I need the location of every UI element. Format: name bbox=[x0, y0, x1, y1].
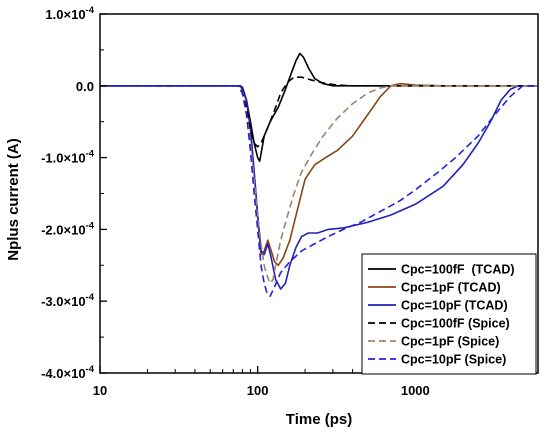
legend-box bbox=[361, 253, 537, 375]
series-line-5 bbox=[100, 85, 538, 285]
legend-label: Cpc=10pF (TCAD) bbox=[401, 299, 508, 313]
y-tick-label: -2.0×10-4 bbox=[41, 220, 95, 237]
x-tick-label: 100 bbox=[247, 383, 269, 398]
y-tick-label: 0.0 bbox=[76, 79, 94, 94]
x-tick-label: 1000 bbox=[401, 383, 430, 398]
x-axis-title: Time (ps) bbox=[286, 411, 352, 428]
legend-label: Cpc=10pF (Spice) bbox=[401, 353, 506, 367]
series-line-6 bbox=[100, 85, 538, 297]
legend-label: Cpc=1pF (TCAD) bbox=[401, 281, 501, 295]
axes: 10 100 1000 1.0×10-4 0.0 -1.0×10-4 -2.0×10-4 -3… bbox=[41, 5, 539, 398]
legend: Cpc=100fF (TCAD) Cpc=1pF (TCAD) Cpc=10pF (… bbox=[361, 253, 537, 375]
series-line-2 bbox=[100, 82, 538, 267]
legend-label: Cpc=1pF (Spice) bbox=[401, 335, 499, 349]
y-tick-label: -3.0×10-4 bbox=[41, 292, 95, 309]
series-line-1 bbox=[100, 52, 538, 162]
y-tick-label: -1.0×10-4 bbox=[41, 149, 95, 166]
series-line-4 bbox=[100, 76, 538, 148]
y-tick-label: 1.0×10-4 bbox=[45, 5, 94, 22]
y-axis-title: Nplus current (A) bbox=[5, 138, 22, 261]
legend-label: Cpc=100fF (Spice) bbox=[401, 317, 510, 331]
data-layer bbox=[100, 52, 538, 297]
x-tick-label: 10 bbox=[93, 383, 107, 398]
legend-label: Cpc=100fF (TCAD) bbox=[401, 263, 515, 277]
y-tick-label: -4.0×10-4 bbox=[41, 364, 95, 381]
